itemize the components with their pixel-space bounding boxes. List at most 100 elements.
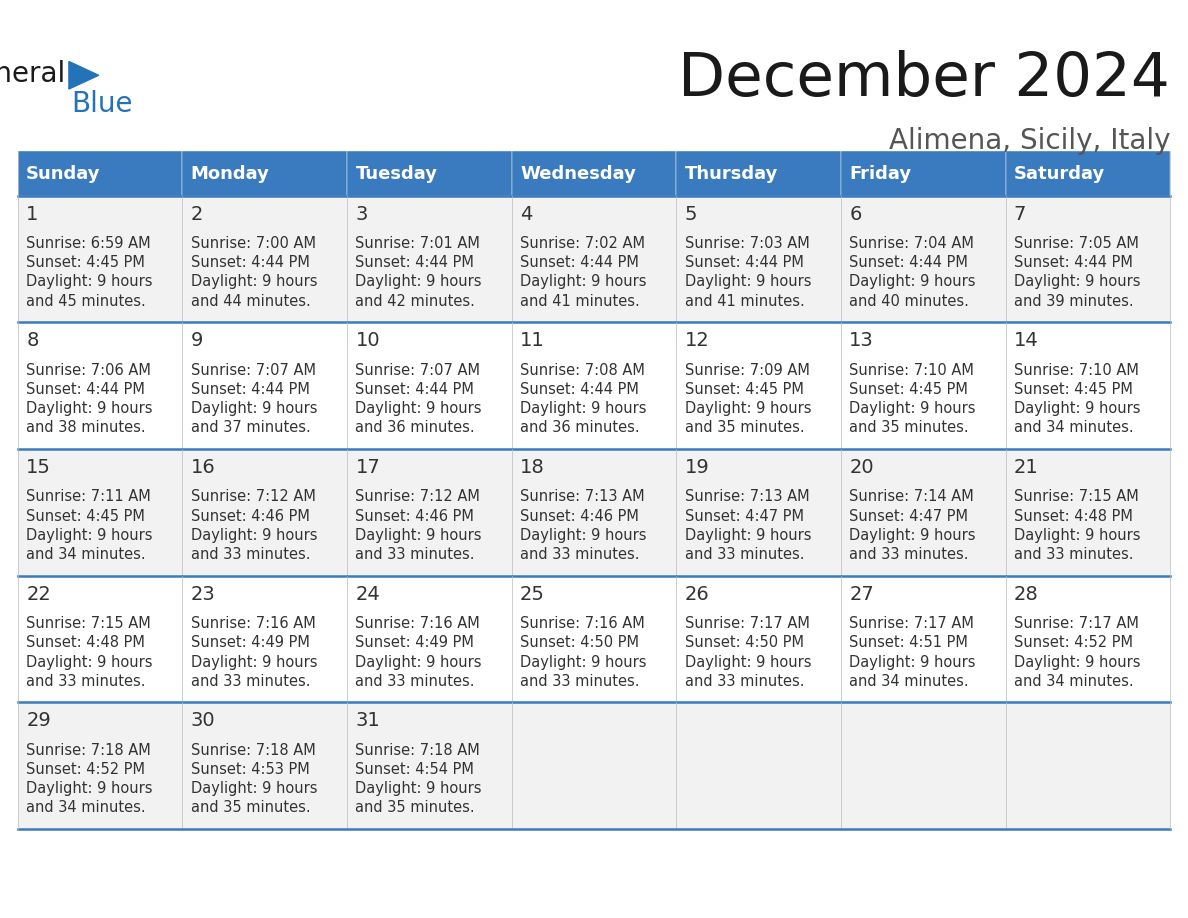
Text: Daylight: 9 hours: Daylight: 9 hours xyxy=(520,655,646,669)
Bar xyxy=(18,449,1170,576)
Text: and 45 minutes.: and 45 minutes. xyxy=(26,294,146,308)
Text: Sunrise: 7:05 AM: Sunrise: 7:05 AM xyxy=(1013,236,1139,251)
Text: Sunrise: 7:03 AM: Sunrise: 7:03 AM xyxy=(684,236,809,251)
Text: Sunrise: 7:16 AM: Sunrise: 7:16 AM xyxy=(520,616,645,631)
Text: Sunset: 4:45 PM: Sunset: 4:45 PM xyxy=(849,382,968,397)
Text: Sunset: 4:44 PM: Sunset: 4:44 PM xyxy=(520,255,639,270)
Text: Sunset: 4:44 PM: Sunset: 4:44 PM xyxy=(849,255,968,270)
Text: Sunrise: 7:17 AM: Sunrise: 7:17 AM xyxy=(1013,616,1139,631)
Text: and 34 minutes.: and 34 minutes. xyxy=(1013,420,1133,435)
Text: Sunset: 4:44 PM: Sunset: 4:44 PM xyxy=(191,255,310,270)
Text: 18: 18 xyxy=(520,458,545,477)
Text: and 35 minutes.: and 35 minutes. xyxy=(684,420,804,435)
Text: and 35 minutes.: and 35 minutes. xyxy=(355,800,475,815)
Text: Sunrise: 7:18 AM: Sunrise: 7:18 AM xyxy=(355,743,480,757)
Text: Daylight: 9 hours: Daylight: 9 hours xyxy=(849,274,975,289)
Text: and 38 minutes.: and 38 minutes. xyxy=(26,420,146,435)
Text: and 33 minutes.: and 33 minutes. xyxy=(684,674,804,688)
Text: Sunset: 4:45 PM: Sunset: 4:45 PM xyxy=(684,382,803,397)
Text: Sunrise: 7:01 AM: Sunrise: 7:01 AM xyxy=(355,236,480,251)
Text: 13: 13 xyxy=(849,331,874,351)
Text: Daylight: 9 hours: Daylight: 9 hours xyxy=(355,655,482,669)
Text: Daylight: 9 hours: Daylight: 9 hours xyxy=(191,274,317,289)
Text: Daylight: 9 hours: Daylight: 9 hours xyxy=(520,528,646,543)
Text: 17: 17 xyxy=(355,458,380,477)
Text: Sunrise: 7:06 AM: Sunrise: 7:06 AM xyxy=(26,363,151,377)
Bar xyxy=(18,702,1170,829)
Text: Daylight: 9 hours: Daylight: 9 hours xyxy=(1013,401,1140,416)
Text: 3: 3 xyxy=(355,205,368,224)
Text: Daylight: 9 hours: Daylight: 9 hours xyxy=(191,655,317,669)
Text: Sunset: 4:52 PM: Sunset: 4:52 PM xyxy=(26,762,145,777)
Text: Daylight: 9 hours: Daylight: 9 hours xyxy=(26,781,152,796)
Text: Tuesday: Tuesday xyxy=(355,164,437,183)
Text: Blue: Blue xyxy=(71,90,133,118)
Text: 26: 26 xyxy=(684,585,709,604)
Text: Daylight: 9 hours: Daylight: 9 hours xyxy=(1013,655,1140,669)
Text: General: General xyxy=(0,60,65,88)
Text: Sunrise: 7:17 AM: Sunrise: 7:17 AM xyxy=(684,616,809,631)
Text: Daylight: 9 hours: Daylight: 9 hours xyxy=(520,401,646,416)
Text: Thursday: Thursday xyxy=(684,164,778,183)
Text: and 39 minutes.: and 39 minutes. xyxy=(1013,294,1133,308)
Text: Sunrise: 7:15 AM: Sunrise: 7:15 AM xyxy=(1013,489,1138,504)
Text: Sunset: 4:45 PM: Sunset: 4:45 PM xyxy=(26,509,145,523)
Text: Sunset: 4:52 PM: Sunset: 4:52 PM xyxy=(1013,635,1133,650)
Text: Sunset: 4:47 PM: Sunset: 4:47 PM xyxy=(849,509,968,523)
Text: 11: 11 xyxy=(520,331,545,351)
Text: Sunset: 4:44 PM: Sunset: 4:44 PM xyxy=(520,382,639,397)
Text: 1: 1 xyxy=(26,205,38,224)
Text: and 41 minutes.: and 41 minutes. xyxy=(684,294,804,308)
Text: Sunrise: 7:13 AM: Sunrise: 7:13 AM xyxy=(684,489,809,504)
Text: Sunset: 4:46 PM: Sunset: 4:46 PM xyxy=(355,509,474,523)
Text: Sunrise: 7:10 AM: Sunrise: 7:10 AM xyxy=(1013,363,1139,377)
Text: 29: 29 xyxy=(26,711,51,731)
Text: Monday: Monday xyxy=(191,164,270,183)
Text: 5: 5 xyxy=(684,205,697,224)
Text: Sunrise: 7:08 AM: Sunrise: 7:08 AM xyxy=(520,363,645,377)
Text: Daylight: 9 hours: Daylight: 9 hours xyxy=(1013,528,1140,543)
Text: Sunset: 4:46 PM: Sunset: 4:46 PM xyxy=(520,509,639,523)
Text: Sunset: 4:47 PM: Sunset: 4:47 PM xyxy=(684,509,803,523)
Text: Sunset: 4:45 PM: Sunset: 4:45 PM xyxy=(26,255,145,270)
Text: Sunday: Sunday xyxy=(26,164,101,183)
Text: Sunrise: 7:17 AM: Sunrise: 7:17 AM xyxy=(849,616,974,631)
Text: and 36 minutes.: and 36 minutes. xyxy=(355,420,475,435)
Text: Daylight: 9 hours: Daylight: 9 hours xyxy=(355,528,482,543)
Bar xyxy=(18,196,1170,322)
Text: and 36 minutes.: and 36 minutes. xyxy=(520,420,639,435)
Text: Daylight: 9 hours: Daylight: 9 hours xyxy=(849,655,975,669)
Text: Sunset: 4:44 PM: Sunset: 4:44 PM xyxy=(1013,255,1132,270)
Text: and 33 minutes.: and 33 minutes. xyxy=(1013,547,1133,562)
Text: Daylight: 9 hours: Daylight: 9 hours xyxy=(191,781,317,796)
Text: Daylight: 9 hours: Daylight: 9 hours xyxy=(26,274,152,289)
Text: Sunset: 4:44 PM: Sunset: 4:44 PM xyxy=(26,382,145,397)
Text: Sunset: 4:51 PM: Sunset: 4:51 PM xyxy=(849,635,968,650)
Text: and 34 minutes.: and 34 minutes. xyxy=(26,547,146,562)
Text: Daylight: 9 hours: Daylight: 9 hours xyxy=(520,274,646,289)
Text: Alimena, Sicily, Italy: Alimena, Sicily, Italy xyxy=(889,127,1170,155)
Text: and 33 minutes.: and 33 minutes. xyxy=(355,547,475,562)
Text: 16: 16 xyxy=(191,458,215,477)
Text: and 34 minutes.: and 34 minutes. xyxy=(26,800,146,815)
Bar xyxy=(18,322,1170,449)
Text: Sunset: 4:49 PM: Sunset: 4:49 PM xyxy=(355,635,474,650)
Text: Sunrise: 7:10 AM: Sunrise: 7:10 AM xyxy=(849,363,974,377)
Text: 30: 30 xyxy=(191,711,215,731)
Text: Daylight: 9 hours: Daylight: 9 hours xyxy=(26,528,152,543)
Text: and 40 minutes.: and 40 minutes. xyxy=(849,294,969,308)
Text: 19: 19 xyxy=(684,458,709,477)
Bar xyxy=(841,151,1005,196)
Text: 6: 6 xyxy=(849,205,861,224)
Text: Daylight: 9 hours: Daylight: 9 hours xyxy=(26,655,152,669)
Text: Daylight: 9 hours: Daylight: 9 hours xyxy=(191,401,317,416)
Text: 10: 10 xyxy=(355,331,380,351)
Text: 23: 23 xyxy=(191,585,215,604)
Bar xyxy=(18,576,1170,702)
Text: 2: 2 xyxy=(191,205,203,224)
Text: 9: 9 xyxy=(191,331,203,351)
Text: Sunset: 4:44 PM: Sunset: 4:44 PM xyxy=(684,255,803,270)
Text: Saturday: Saturday xyxy=(1013,164,1105,183)
Text: and 33 minutes.: and 33 minutes. xyxy=(684,547,804,562)
Text: Sunrise: 7:07 AM: Sunrise: 7:07 AM xyxy=(191,363,316,377)
